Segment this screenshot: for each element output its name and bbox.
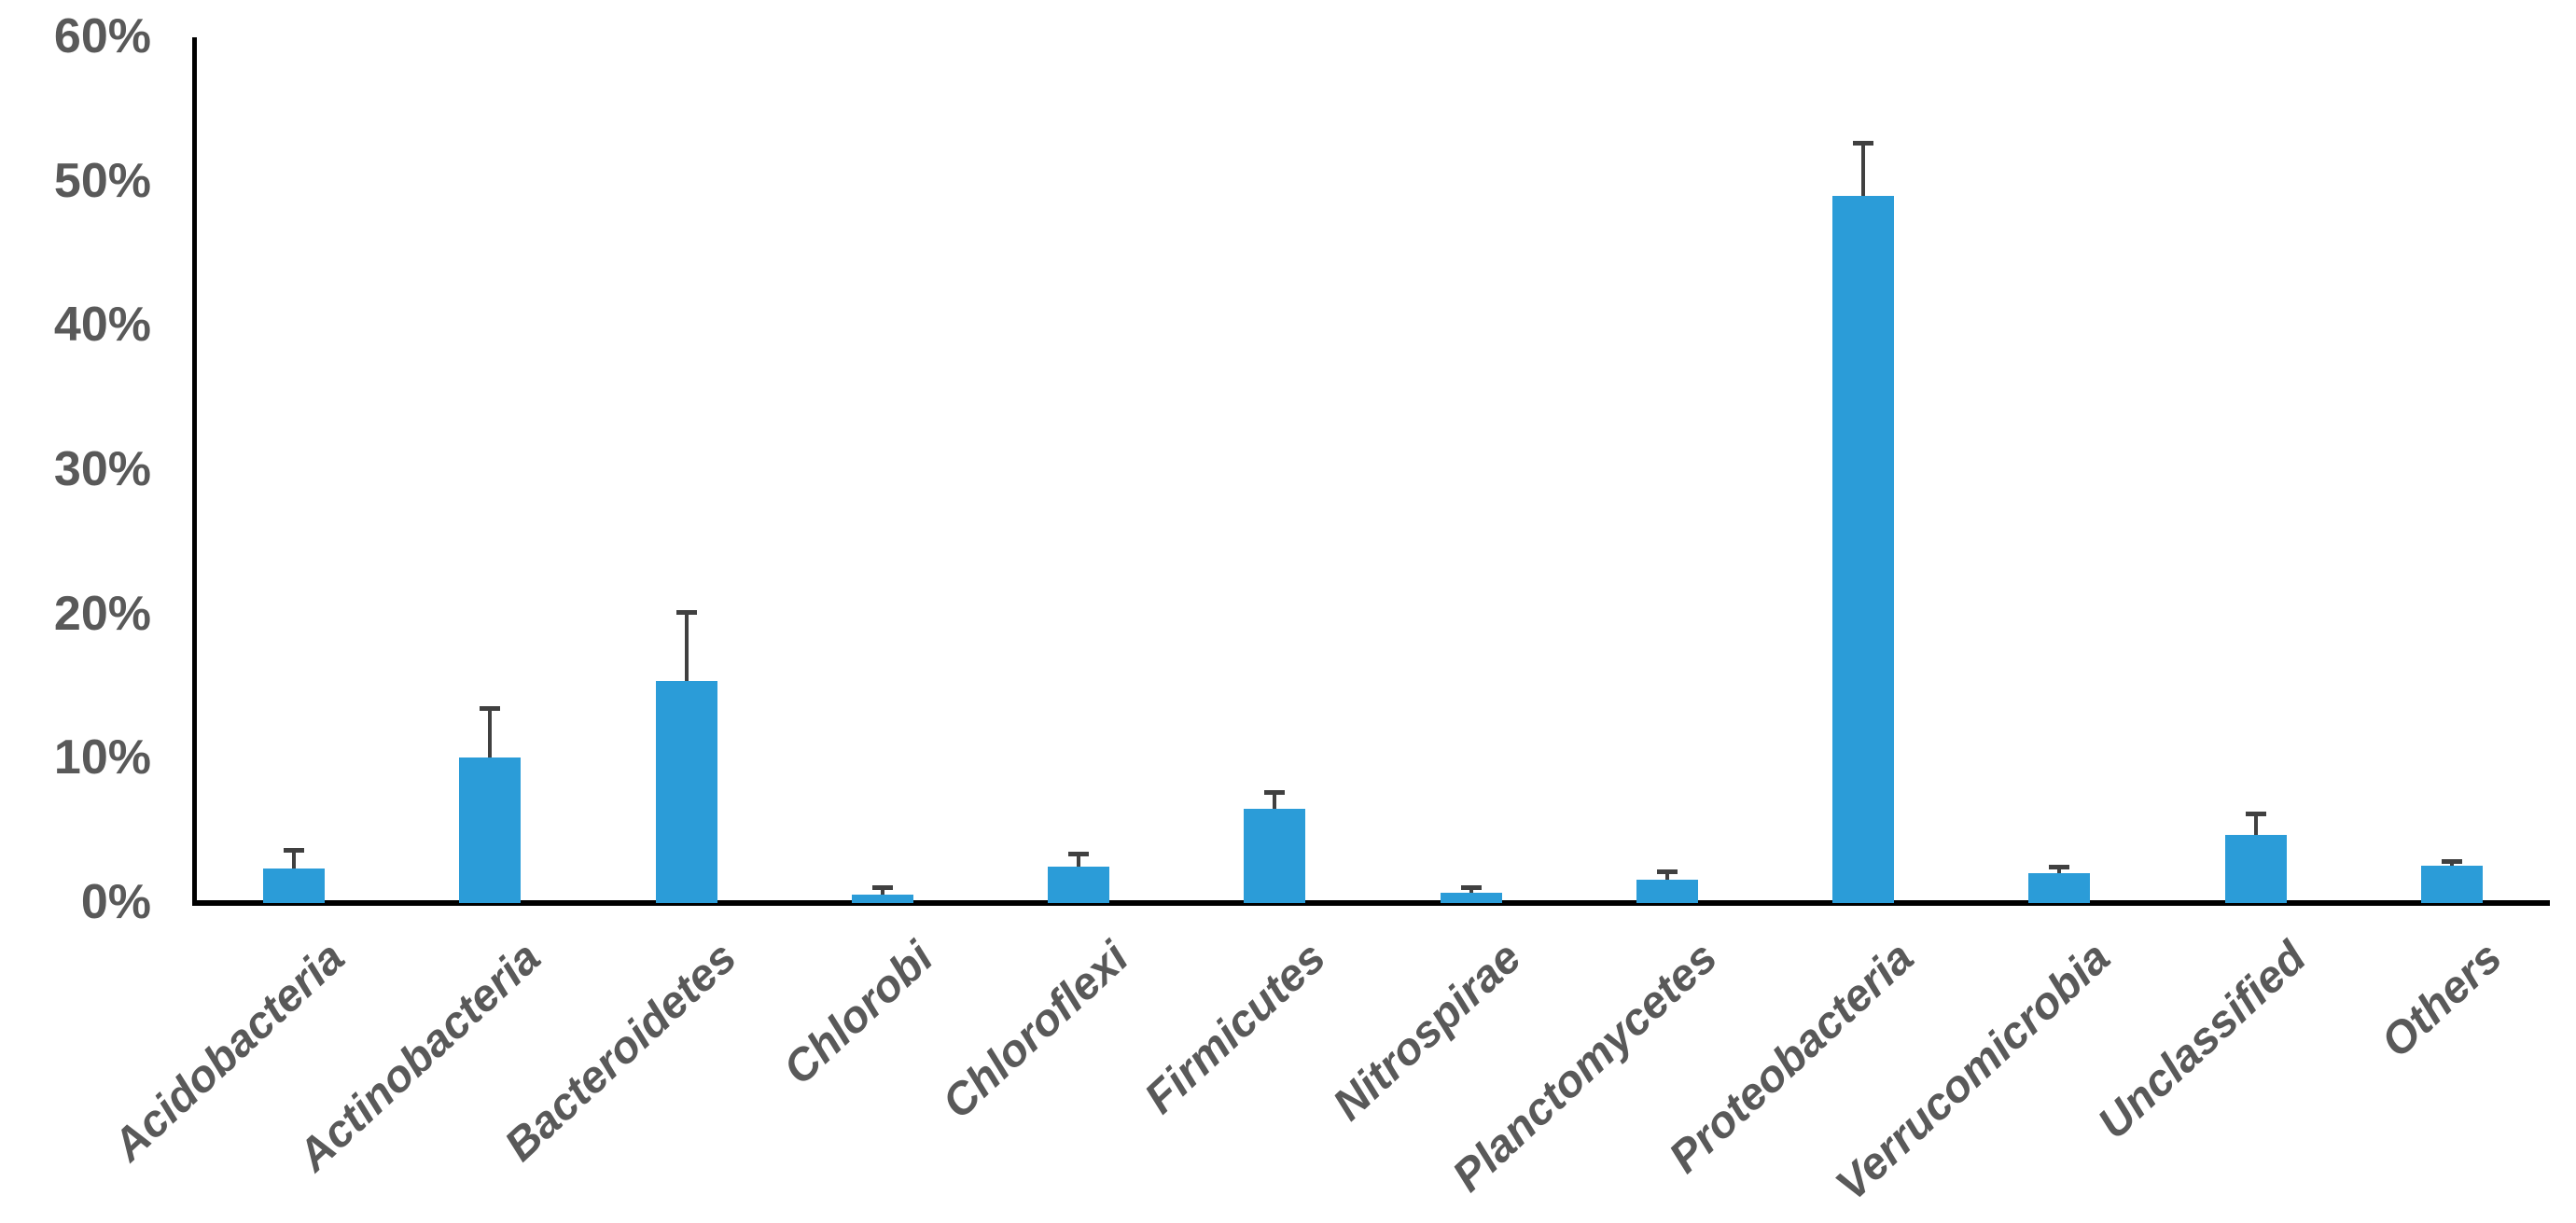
y-tick-label-20: 20% <box>53 586 151 641</box>
error-bar-cap-bacteroidetes <box>675 609 697 615</box>
y-tick-label-10: 10% <box>53 730 151 785</box>
error-bar-cap-chloroflexi <box>1068 852 1090 857</box>
bar-proteobacteria <box>1832 196 1895 903</box>
error-bar-line-actinobacteria <box>488 708 493 757</box>
error-bar-cap-verrucomicrobia <box>2049 865 2070 870</box>
y-tick-label-0: 0% <box>80 874 151 929</box>
error-bar-cap-chlorobi <box>871 884 893 890</box>
bar-chlorobi <box>851 894 913 903</box>
bar-actinobacteria <box>459 757 522 903</box>
error-bar-line-verrucomicrobia <box>2057 867 2062 873</box>
error-bar-cap-actinobacteria <box>480 706 501 712</box>
error-bar-line-chloroflexi <box>1077 854 1081 868</box>
error-bar-line-acidobacteria <box>292 849 297 869</box>
error-bar-cap-firmicutes <box>1264 789 1286 795</box>
error-bar-line-chlorobi <box>880 886 884 895</box>
x-axis-line <box>192 900 2550 906</box>
error-bar-cap-planctomycetes <box>1656 869 1678 874</box>
error-bar-line-firmicutes <box>1273 791 1277 810</box>
bar-acidobacteria <box>263 868 326 903</box>
error-bar-cap-acidobacteria <box>284 847 305 853</box>
bar-others <box>2420 865 2483 903</box>
error-bar-cap-others <box>2441 859 2462 865</box>
error-bar-line-planctomycetes <box>1664 870 1669 881</box>
bar-planctomycetes <box>1636 880 1698 903</box>
bar-nitrospirae <box>1440 893 1502 903</box>
bar-unclassified <box>2224 835 2287 903</box>
error-bar-line-unclassified <box>2253 813 2258 836</box>
error-bar-cap-nitrospirae <box>1460 884 1482 890</box>
bar-bacteroidetes <box>655 680 717 903</box>
error-bar-line-proteobacteria <box>1861 142 1866 197</box>
y-axis-line <box>192 37 197 906</box>
bar-verrucomicrobia <box>2028 872 2091 903</box>
error-bar-cap-unclassified <box>2245 812 2266 817</box>
error-bar-cap-proteobacteria <box>1853 140 1874 146</box>
y-tick-label-30: 30% <box>53 441 151 496</box>
error-bar-line-bacteroidetes <box>684 611 689 681</box>
y-tick-label-60: 60% <box>53 8 151 63</box>
y-tick-label-40: 40% <box>53 298 151 353</box>
error-bar-line-nitrospirae <box>1469 886 1473 894</box>
y-tick-label-50: 50% <box>53 153 151 208</box>
bar-chloroflexi <box>1048 867 1110 903</box>
bar-firmicutes <box>1244 809 1306 903</box>
